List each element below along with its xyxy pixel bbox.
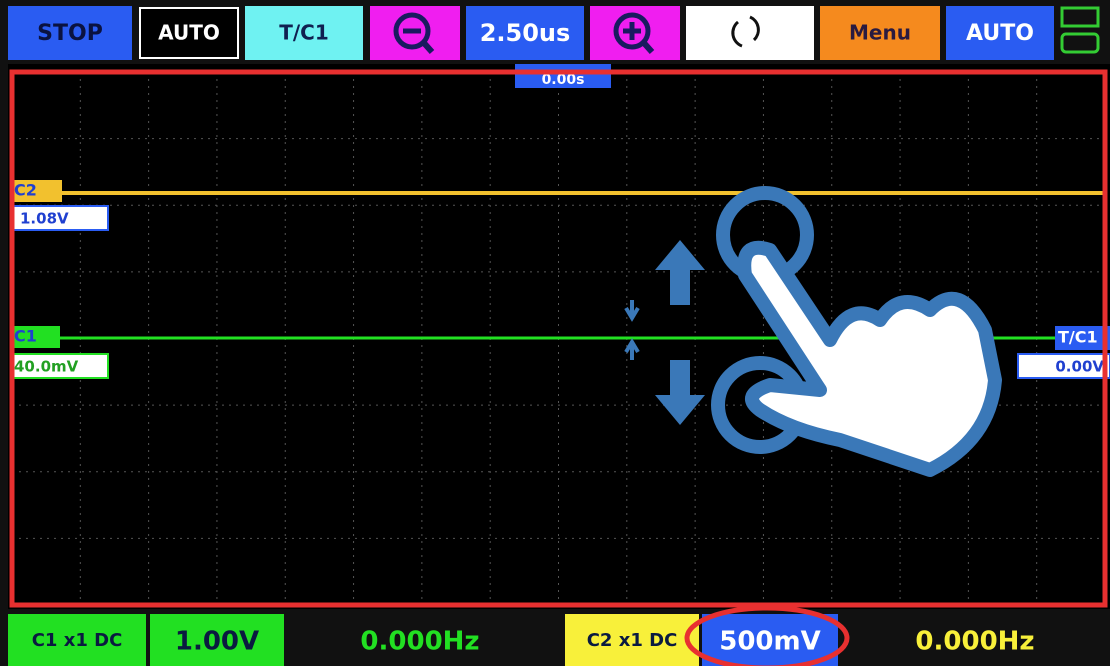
c2-offset-label: 1.08V bbox=[20, 210, 69, 228]
page: STOP AUTO T/C1 2.50us Menu AUTO 0.00s C2… bbox=[0, 0, 1110, 666]
c1-frequency: 0.000Hz bbox=[360, 627, 479, 657]
c1-setting-label: C1 x1 DC bbox=[32, 630, 123, 651]
c2-scale-label: 500mV bbox=[719, 627, 821, 657]
c2-frequency: 0.000Hz bbox=[915, 627, 1034, 657]
refresh-button[interactable] bbox=[686, 6, 814, 60]
c1-offset-label: 40.0mV bbox=[14, 358, 79, 376]
timebase-label: 2.50us bbox=[480, 19, 571, 47]
trigger-mode-label: AUTO bbox=[158, 21, 220, 45]
menu-label: Menu bbox=[849, 21, 911, 45]
oscilloscope-ui: STOP AUTO T/C1 2.50us Menu AUTO 0.00s C2… bbox=[0, 0, 1110, 666]
c2-setting-label: C2 x1 DC bbox=[587, 630, 678, 651]
trigger-marker-label: T/C1 bbox=[1058, 328, 1098, 347]
c1-marker-label: C1 bbox=[14, 327, 37, 346]
trigger-source-label: T/C1 bbox=[279, 21, 329, 45]
trigger-level-label: 0.00V bbox=[1055, 358, 1104, 376]
auto-label: AUTO bbox=[966, 21, 1034, 46]
c2-marker-label: C2 bbox=[14, 181, 37, 200]
toolbar: STOP AUTO T/C1 2.50us Menu AUTO bbox=[8, 6, 1098, 60]
c1-scale-label: 1.00V bbox=[175, 627, 259, 657]
stop-label: STOP bbox=[37, 21, 103, 46]
